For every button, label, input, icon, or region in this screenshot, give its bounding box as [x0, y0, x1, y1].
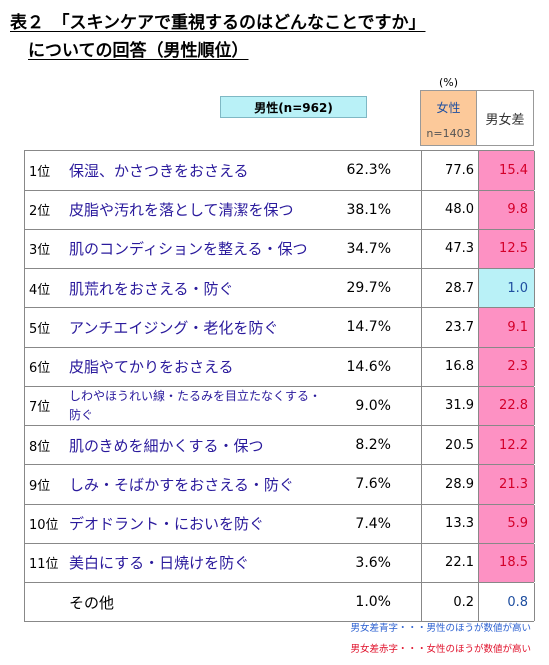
rank-cell: 5位 [29, 321, 51, 337]
female-value: 0.2 [421, 583, 478, 621]
female-header-label: 女性 [436, 101, 461, 115]
female-value: 23.7 [421, 308, 478, 347]
male-value: 38.1% [346, 201, 391, 218]
rank-cell: 2位 [29, 204, 51, 219]
item-label: その他 [69, 593, 115, 612]
item-label: 肌荒れをおさえる・防ぐ [69, 279, 234, 298]
item-label: 保湿、かさつきをおさえる [69, 161, 249, 180]
female-header-n: n=1403 [426, 127, 471, 140]
rank-cell: 10位 [29, 518, 59, 533]
diff-value: 22.8 [478, 386, 535, 425]
female-value: 47.3 [421, 229, 478, 268]
diff-value: 18.5 [478, 543, 535, 582]
item-label: しみ・そばかすをおさえる・防ぐ [69, 475, 294, 494]
female-value: 16.8 [421, 347, 478, 386]
male-value: 7.4% [355, 515, 391, 532]
diff-value: 12.5 [478, 229, 535, 268]
female-value: 28.9 [421, 465, 478, 504]
item-label: しわやほうれい線・たるみを目立たなくする・防ぐ [69, 388, 322, 422]
female-value: 77.6 [421, 151, 478, 190]
female-value: 28.7 [421, 269, 478, 307]
legend-red: 男女差赤字・・・女性のほうが数値が高い [350, 644, 531, 655]
female-value: 20.5 [421, 426, 478, 464]
item-label: 肌のコンディションを整える・保つ [69, 240, 308, 259]
male-value: 34.7% [346, 240, 391, 257]
table-row: 11位 美白にする・日焼けを防ぐ 3.6% 22.1 18.5 [25, 543, 535, 583]
female-column-header: 女性 n=1403 [420, 90, 477, 146]
male-value: 1.0% [355, 594, 391, 610]
table-title-line1: 表２ 「スキンケアで重視するのはどんなことですか」 [10, 13, 426, 33]
male-value: 14.7% [346, 319, 391, 336]
rank-cell: 6位 [29, 361, 51, 376]
table-row: 9位 しみ・そばかすをおさえる・防ぐ 7.6% 28.9 21.3 [25, 465, 535, 505]
rank-cell: 11位 [29, 557, 59, 573]
table-row: その他 1.0% 0.2 0.8 [25, 583, 535, 622]
table-row: 2位 皮脂や汚れを落として清潔を保つ 38.1% 48.0 9.8 [25, 190, 535, 230]
diff-value: 1.0 [478, 269, 535, 307]
diff-column-header: 男女差 [477, 90, 534, 146]
item-label: 美白にする・日焼けを防ぐ [69, 554, 250, 573]
diff-value: 9.8 [478, 190, 535, 229]
rank-cell: 4位 [29, 282, 51, 298]
male-value: 3.6% [355, 554, 391, 571]
female-value: 48.0 [421, 190, 478, 229]
diff-value: 0.8 [478, 583, 535, 621]
table-row: 1位 保湿、かさつきをおさえる 62.3% 77.6 15.4 [25, 151, 535, 191]
male-value: 14.6% [346, 358, 391, 375]
diff-value: 15.4 [478, 151, 535, 190]
rank-cell: 8位 [29, 439, 51, 455]
item-label: 皮脂や汚れを落として清潔を保つ [69, 201, 294, 219]
female-value: 31.9 [421, 386, 478, 425]
table-row: 4位 肌荒れをおさえる・防ぐ 29.7% 28.7 1.0 [25, 269, 535, 308]
table-row: 8位 肌のきめを細かくする・保つ 8.2% 20.5 12.2 [25, 426, 535, 465]
diff-value: 5.9 [478, 504, 535, 543]
table-row: 7位 しわやほうれい線・たるみを目立たなくする・防ぐ 9.0% 31.9 22.8 [25, 386, 535, 426]
male-column-header: 男性(n=962) [220, 96, 367, 118]
item-label: 皮脂やてかりをおさえる [69, 358, 234, 376]
male-value: 8.2% [355, 437, 391, 453]
rank-cell: 9位 [29, 478, 51, 494]
male-value: 9.0% [355, 397, 391, 414]
table-row: 5位 アンチエイジング・老化を防ぐ 14.7% 23.7 9.1 [25, 308, 535, 348]
diff-value: 9.1 [478, 308, 535, 347]
item-label: 肌のきめを細かくする・保つ [69, 436, 264, 455]
diff-value: 21.3 [478, 465, 535, 504]
rank-cell: 3位 [29, 243, 51, 259]
male-value: 7.6% [355, 476, 391, 493]
legend-blue: 男女差青字・・・男性のほうが数値が高い [350, 623, 531, 634]
table-row: 3位 肌のコンディションを整える・保つ 34.7% 47.3 12.5 [25, 229, 535, 269]
table-title-line2: についての回答（男性順位） [28, 41, 249, 61]
female-value: 22.1 [421, 543, 478, 582]
table-row: 10位 デオドラント・においを防ぐ 7.4% 13.3 5.9 [25, 504, 535, 544]
male-value: 62.3% [346, 162, 391, 179]
table-row: 6位 皮脂やてかりをおさえる 14.6% 16.8 2.3 [25, 347, 535, 387]
female-value: 13.3 [421, 504, 478, 543]
diff-value: 12.2 [478, 426, 535, 464]
rank-cell: 7位 [29, 400, 51, 416]
rank-cell: 1位 [29, 164, 51, 180]
results-table: 1位 保湿、かさつきをおさえる 62.3% 77.6 15.4 2位 皮脂や汚れを落として清… [24, 150, 535, 622]
unit-label: (%) [439, 76, 459, 89]
item-label: アンチエイジング・老化を防ぐ [69, 318, 279, 337]
diff-value: 2.3 [478, 347, 535, 386]
male-value: 29.7% [346, 280, 391, 296]
item-label: デオドラント・においを防ぐ [69, 515, 265, 533]
